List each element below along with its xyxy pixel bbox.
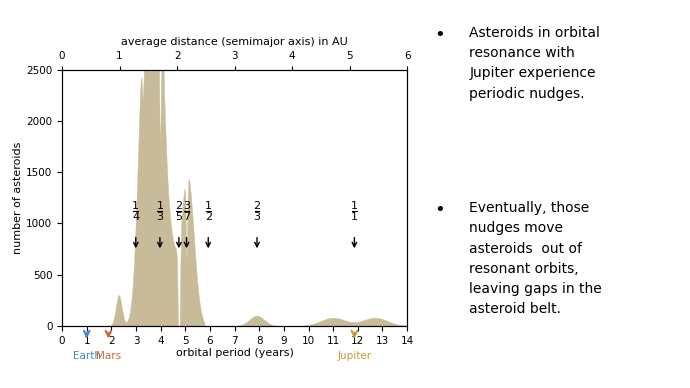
Text: 4: 4 [132,212,139,222]
Y-axis label: number of asteroids: number of asteroids [13,142,23,254]
Text: 3: 3 [183,201,190,211]
Text: 1: 1 [157,201,164,211]
Text: 2: 2 [205,212,212,222]
Text: 5: 5 [175,212,182,222]
Text: 1: 1 [132,201,139,211]
X-axis label: orbital period (years): orbital period (years) [176,348,293,359]
Text: Asteroids in orbital
resonance with
Jupiter experience
periodic nudges.: Asteroids in orbital resonance with Jupi… [469,26,600,100]
Text: 2: 2 [175,201,182,211]
Text: 3: 3 [253,212,261,222]
X-axis label: average distance (semimajor axis) in AU: average distance (semimajor axis) in AU [121,37,348,47]
Text: 2: 2 [253,201,261,211]
Text: 1: 1 [351,212,358,222]
Text: Earth: Earth [72,351,101,361]
Text: Eventually, those
nudges move
asteroids  out of
resonant orbits,
leaving gaps in: Eventually, those nudges move asteroids … [469,201,602,316]
Text: •: • [435,201,445,220]
Text: 1: 1 [205,201,212,211]
Text: •: • [435,26,445,44]
Text: 7: 7 [183,212,190,222]
Text: Mars: Mars [96,351,121,361]
Text: 3: 3 [157,212,164,222]
Text: Jupiter: Jupiter [337,351,371,361]
Text: 1: 1 [351,201,358,211]
